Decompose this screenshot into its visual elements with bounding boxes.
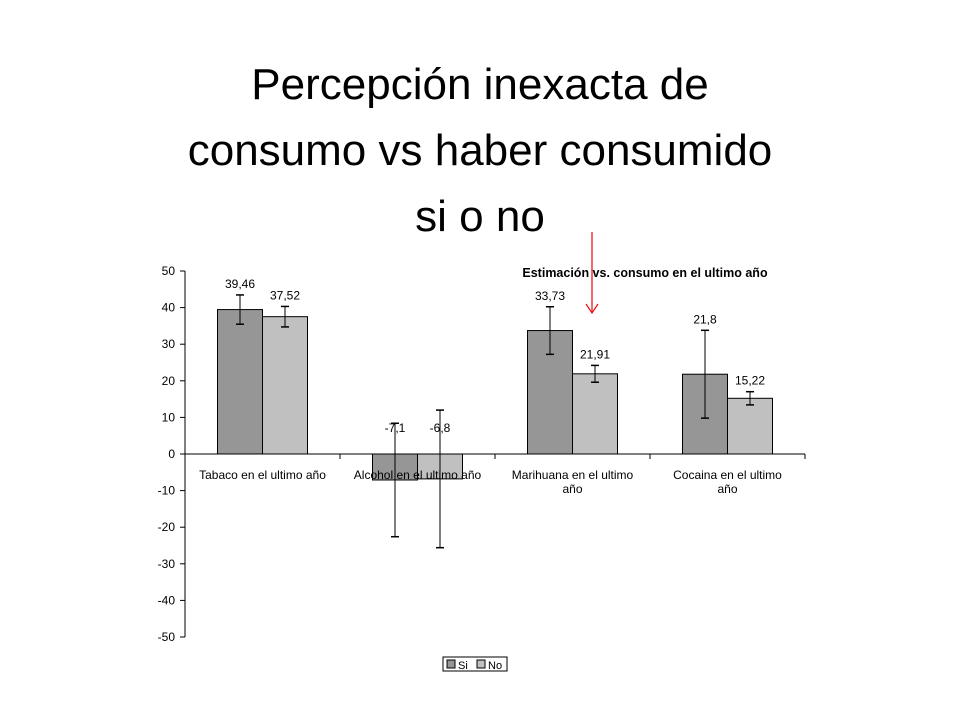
data-label: 39,46 bbox=[225, 277, 255, 291]
category-label: año bbox=[562, 482, 582, 496]
bar bbox=[727, 397, 773, 455]
legend-swatch bbox=[446, 659, 456, 669]
y-tick-label: -20 bbox=[158, 520, 176, 534]
data-label: -6,8 bbox=[430, 421, 451, 435]
y-tick-label: 30 bbox=[162, 337, 176, 351]
data-label: 15,22 bbox=[735, 374, 765, 388]
legend-swatch bbox=[476, 659, 486, 669]
annotation-arrow-head bbox=[585, 303, 599, 315]
data-label: 37,52 bbox=[270, 288, 300, 302]
y-tick-label: -50 bbox=[158, 630, 176, 644]
category-label: Tabaco en el ultimo año bbox=[199, 468, 326, 482]
bar bbox=[262, 316, 308, 455]
data-label: 21,91 bbox=[580, 347, 610, 361]
bar bbox=[572, 373, 618, 455]
y-tick-label: 0 bbox=[168, 447, 175, 461]
chart-title: Estimación vs. consumo en el ultimo año bbox=[522, 266, 768, 280]
data-label: 33,73 bbox=[535, 289, 565, 303]
y-tick-label: -10 bbox=[158, 484, 176, 498]
slide-title-line-1: Percepción inexacta de bbox=[251, 60, 709, 109]
slide-title-line-2: consumo vs haber consumido bbox=[187, 126, 773, 175]
y-tick-label: 50 bbox=[162, 264, 176, 278]
category-label: Marihuana en el ultimo bbox=[512, 468, 634, 482]
y-tick-label: -40 bbox=[158, 593, 176, 607]
y-tick-label: 40 bbox=[162, 301, 176, 315]
bar bbox=[217, 309, 263, 455]
data-label: -7,1 bbox=[385, 421, 406, 435]
slide-title-line-3: si o no bbox=[415, 192, 545, 241]
legend-box bbox=[442, 656, 508, 672]
y-tick-label: -30 bbox=[158, 557, 176, 571]
category-label: Alcohol en el ultimo año bbox=[354, 468, 482, 482]
category-label: año bbox=[717, 482, 737, 496]
legend-label: Si bbox=[458, 660, 468, 672]
data-label: 21,8 bbox=[693, 312, 717, 326]
legend-label: No bbox=[488, 660, 502, 672]
y-tick-label: 10 bbox=[162, 410, 176, 424]
category-label: Cocaina en el ultimo bbox=[673, 468, 782, 482]
slide-title: Percepción inexacta de consumo vs haber … bbox=[0, 52, 960, 250]
y-tick-label: 20 bbox=[162, 374, 176, 388]
